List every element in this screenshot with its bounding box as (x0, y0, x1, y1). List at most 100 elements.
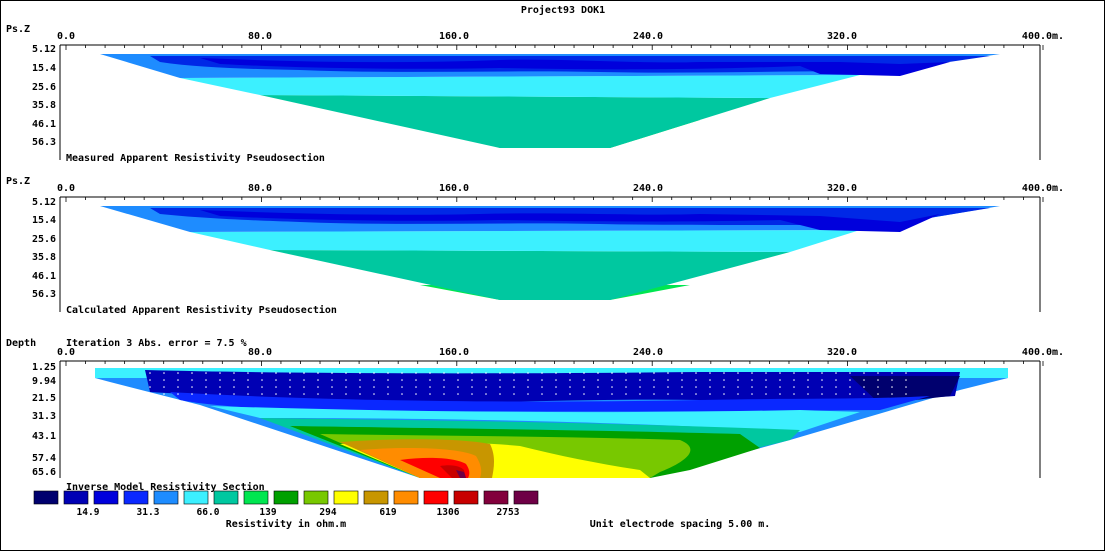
panel2-xtick-4: 320.0 (827, 183, 857, 194)
model-data-point (317, 393, 319, 395)
model-data-point (723, 393, 725, 395)
model-data-point (345, 372, 347, 374)
model-data-point (233, 372, 235, 374)
model-data-point (569, 372, 571, 374)
model-data-point (849, 393, 851, 395)
model-data-point (695, 379, 697, 381)
model-data-point (751, 379, 753, 381)
panel2-ytick-2: 25.6 (32, 234, 56, 245)
model-data-point (863, 393, 865, 395)
legend-swatch-15 (483, 490, 509, 505)
model-data-point (709, 379, 711, 381)
model-data-point (387, 386, 389, 388)
model-data-point (891, 386, 893, 388)
panel2-xtick-3: 240.0 (633, 183, 663, 194)
panel3-ytick-0: 1.25 (32, 362, 56, 373)
model-data-point (891, 379, 893, 381)
model-data-point (191, 386, 193, 388)
model-data-point (233, 379, 235, 381)
model-data-point (625, 393, 627, 395)
model-data-point (541, 393, 543, 395)
model-data-point (611, 379, 613, 381)
model-navy (850, 376, 960, 404)
model-data-point (261, 386, 263, 388)
model-data-point (821, 372, 823, 374)
model-data-point (513, 379, 515, 381)
model-data-point (709, 386, 711, 388)
model-data-point (499, 372, 501, 374)
model-data-point (723, 386, 725, 388)
model-data-point (233, 386, 235, 388)
model-blue-mid (170, 392, 930, 412)
legend-value-3: 139 (259, 507, 276, 518)
panel1-axis-label: Ps.Z (6, 24, 30, 35)
model-data-point (443, 386, 445, 388)
model-data-point (821, 393, 823, 395)
model-data-point (737, 393, 739, 395)
model-data-point (681, 372, 683, 374)
model-data-point (639, 393, 641, 395)
model-data-point (807, 393, 809, 395)
model-data-point (737, 372, 739, 374)
model-data-point (415, 372, 417, 374)
model-data-point (765, 386, 767, 388)
legend-swatch-8 (273, 490, 299, 505)
model-data-point (401, 372, 403, 374)
model-data-point (597, 379, 599, 381)
panel3-xtick-2: 160.0 (439, 347, 469, 358)
legend-swatch-4 (153, 490, 179, 505)
panel3-ytick-2: 21.5 (32, 393, 56, 404)
model-data-point (401, 393, 403, 395)
model-data-point (233, 393, 235, 395)
model-data-point (527, 372, 529, 374)
model-data-point (793, 379, 795, 381)
model-data-point (583, 393, 585, 395)
model-data-point (457, 379, 459, 381)
model-data-point (359, 386, 361, 388)
model-dark-blue (145, 370, 960, 403)
model-data-point (261, 393, 263, 395)
model-data-point (303, 393, 305, 395)
panel1-ytick-1: 15.4 (32, 63, 56, 74)
panel3-ytick-1: 9.94 (32, 376, 56, 387)
model-data-point (625, 386, 627, 388)
model-data-point (387, 372, 389, 374)
model-data-point (261, 379, 263, 381)
legend-swatch-11 (363, 490, 389, 505)
model-data-point (373, 386, 375, 388)
legend-swatch-2 (93, 490, 119, 505)
model-data-point (261, 372, 263, 374)
model-data-point (485, 386, 487, 388)
model-data-point (429, 379, 431, 381)
model-data-point (765, 372, 767, 374)
model-data-point (289, 379, 291, 381)
spacing-note: Unit electrode spacing 5.00 m. (590, 518, 771, 530)
model-data-point (205, 379, 207, 381)
model-data-point (863, 379, 865, 381)
panel3-xtick-0: 0.0 (57, 347, 75, 358)
panel2-axis-label: Ps.Z (6, 176, 30, 187)
model-data-point (457, 372, 459, 374)
model-data-point (499, 379, 501, 381)
panel2-xtick-2: 160.0 (439, 183, 469, 194)
model-data-point (681, 386, 683, 388)
model-data-point (387, 379, 389, 381)
model-data-point (695, 372, 697, 374)
model-data-point (149, 379, 151, 381)
panel2-ytick-1: 15.4 (32, 215, 56, 226)
model-data-point (373, 379, 375, 381)
panel1-band-cyan (180, 75, 860, 98)
legend-value-0: 14.9 (77, 507, 100, 518)
model-data-point (639, 379, 641, 381)
legend-swatch-9 (303, 490, 329, 505)
legend-swatch-12 (393, 490, 419, 505)
legend-value-7: 2753 (497, 507, 520, 518)
model-data-point (891, 393, 893, 395)
model-data-point (443, 379, 445, 381)
model-data-point (485, 372, 487, 374)
model-data-point (205, 372, 207, 374)
model-data-point (541, 379, 543, 381)
model-data-point (457, 386, 459, 388)
panel3-ytick-5: 57.4 (32, 453, 56, 464)
model-data-point (695, 393, 697, 395)
